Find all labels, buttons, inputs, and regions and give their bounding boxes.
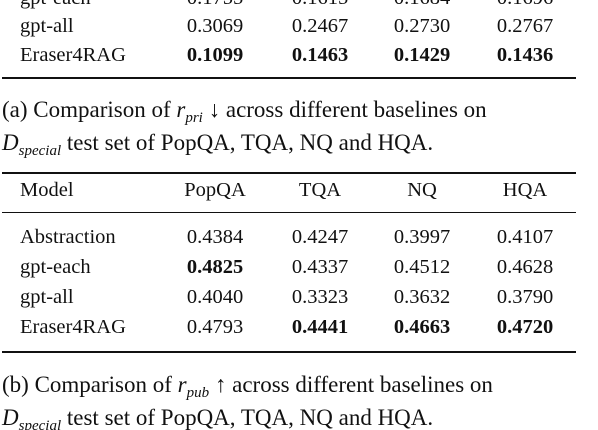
column-header: HQA (502, 179, 548, 201)
math-var: r (176, 97, 186, 122)
caption-text: test set of PopQA, TQA, NQ and HQA. (61, 405, 434, 430)
table-cell: 0.4512 (393, 256, 451, 278)
table-rule (2, 212, 576, 213)
caption-text: ↓ across different baselines on (202, 97, 487, 122)
table-rule (2, 351, 576, 353)
table-cell: 0.3323 (291, 286, 349, 308)
table-cell: 0.1436 (496, 44, 554, 66)
table-cell: 0.4247 (291, 226, 349, 248)
math-var: D (2, 405, 19, 430)
math-var: D (2, 130, 19, 155)
row-label: Abstraction (20, 226, 116, 248)
caption-line: (b) Comparison of rpub ↑ across differen… (2, 372, 493, 401)
table-cell: 0.2767 (496, 15, 554, 37)
table-cell: 0.4825 (186, 256, 244, 278)
table-cell: 0.1615 (292, 0, 348, 9)
column-header: TQA (298, 179, 342, 201)
math-sub: pri (185, 110, 203, 126)
table-cell: 0.4107 (496, 226, 554, 248)
row-label: gpt-all (20, 286, 74, 308)
table-cell: 0.3997 (393, 226, 451, 248)
table-cell: 0.3632 (393, 286, 451, 308)
row-label: gpt-all (20, 15, 74, 37)
table-rule (2, 77, 576, 79)
caption-line: (a) Comparison of rpri ↓ across differen… (2, 97, 487, 126)
table-cell: 0.4384 (186, 226, 244, 248)
table-cell: 0.4628 (496, 256, 554, 278)
table-cell: 0.1684 (394, 0, 450, 9)
table-cell: 0.1755 (187, 0, 243, 9)
caption-line: Dspecial test set of PopQA, TQA, NQ and … (2, 405, 434, 430)
table-cell: 0.4441 (291, 316, 349, 338)
table-cell: 0.1463 (291, 44, 349, 66)
table-cell: 0.2467 (291, 15, 349, 37)
caption-text: ↑ across different baselines on (209, 372, 493, 397)
caption-text: (b) Comparison of (2, 372, 178, 397)
table-cell: 0.1429 (393, 44, 451, 66)
table-cell: 0.2730 (393, 15, 451, 37)
caption-text: (a) Comparison of (2, 97, 177, 122)
table-cell: 0.3790 (496, 286, 554, 308)
table-cell: 0.4793 (186, 316, 244, 338)
table-cell: 0.4337 (291, 256, 349, 278)
row-label: Eraser4RAG (20, 44, 126, 66)
table-cell: 0.4040 (186, 286, 244, 308)
math-sub: special (18, 418, 62, 430)
table-cell: 0.1696 (497, 0, 553, 9)
math-sub: pub (186, 385, 210, 401)
table-cell: 0.1099 (186, 44, 244, 66)
math-sub: special (18, 143, 62, 159)
row-label: gpt-each (20, 256, 91, 278)
column-header: PopQA (184, 179, 246, 201)
caption-line: Dspecial test set of PopQA, TQA, NQ and … (2, 130, 434, 159)
table-cell: 0.4720 (496, 316, 554, 338)
table-rule (2, 172, 576, 174)
table-cell: 0.4663 (393, 316, 451, 338)
column-header: NQ (407, 179, 437, 201)
math-var: r (177, 372, 187, 397)
table-cell: 0.3069 (186, 15, 244, 37)
row-label: gpt-each (20, 0, 91, 9)
caption-text: test set of PopQA, TQA, NQ and HQA. (61, 130, 434, 155)
row-label: Eraser4RAG (20, 316, 126, 338)
column-header: Model (20, 179, 74, 201)
